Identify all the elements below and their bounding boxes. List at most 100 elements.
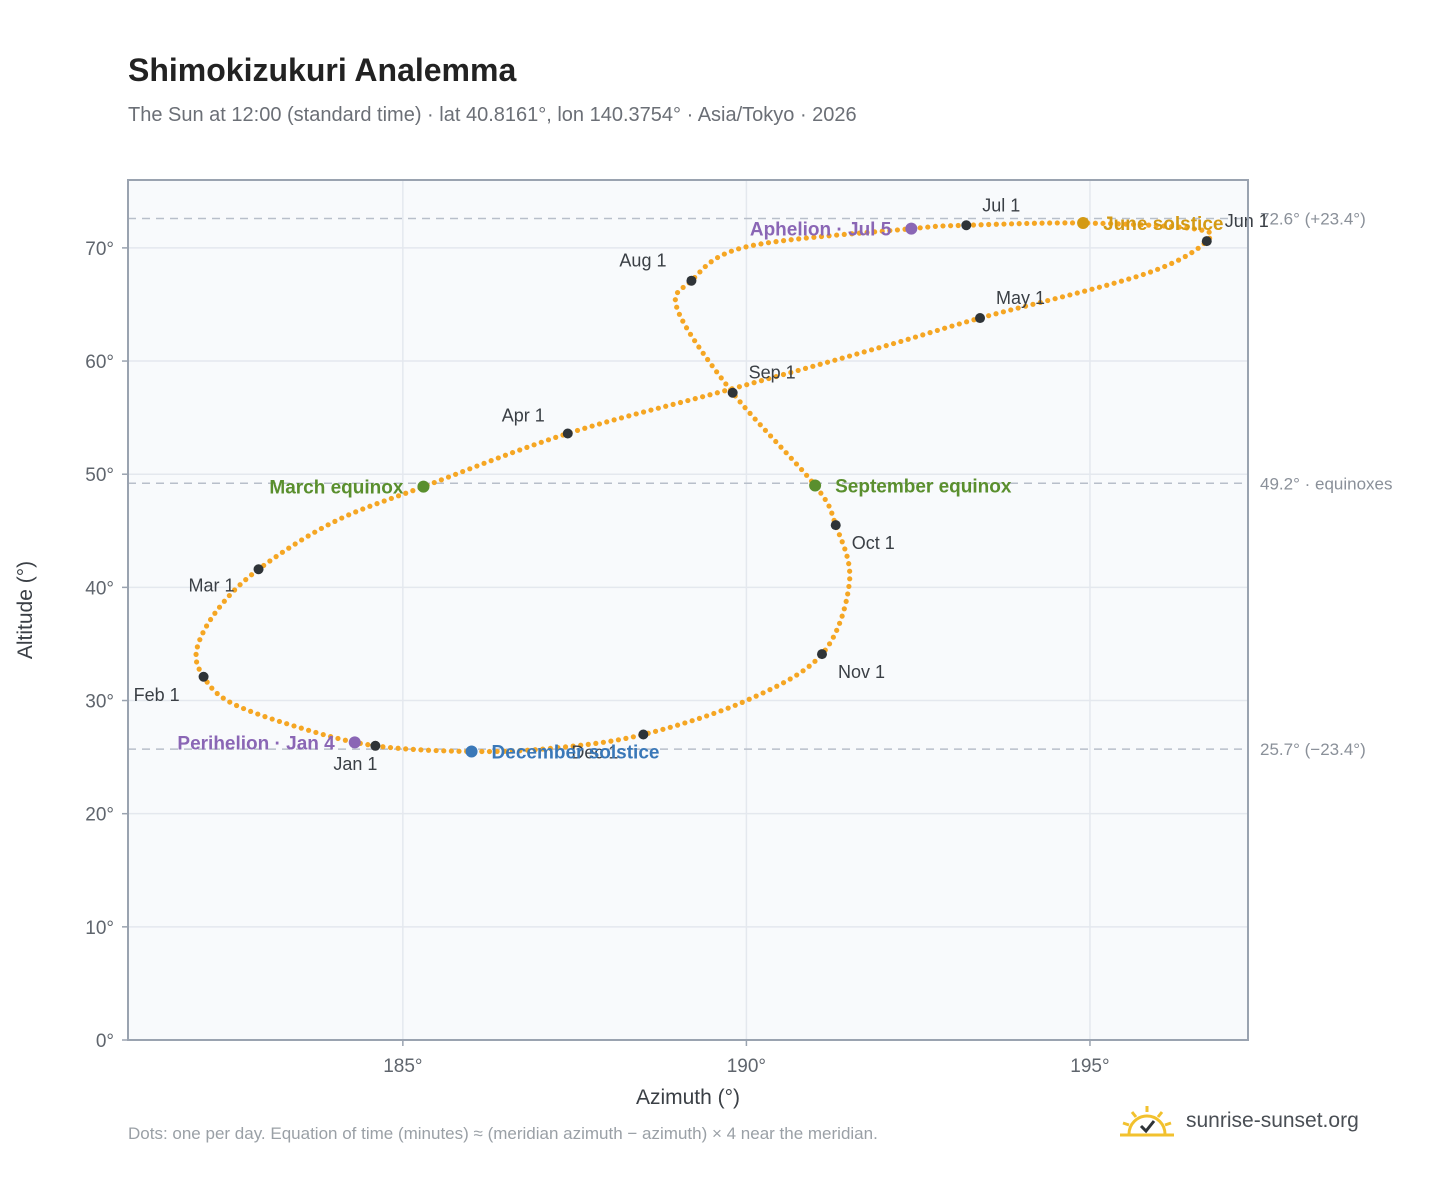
daily-sun-dot xyxy=(502,452,509,458)
daily-sun-dot xyxy=(830,634,836,640)
daily-sun-dot xyxy=(425,747,432,753)
event-label: December solstice xyxy=(492,742,660,763)
brand-logo[interactable]: sunrise-sunset.org xyxy=(1120,1104,1359,1138)
daily-sun-dot xyxy=(843,598,849,605)
daily-sun-dot xyxy=(674,289,681,296)
daily-sun-dot xyxy=(1000,309,1006,315)
plot-frame xyxy=(127,179,1249,1041)
daily-sun-dot xyxy=(1089,286,1095,292)
y-tick-label: 70° xyxy=(85,239,114,260)
daily-sun-dot xyxy=(700,394,706,400)
daily-sun-dot xyxy=(836,620,843,626)
daily-sun-dot xyxy=(403,746,409,752)
daily-sun-dot xyxy=(864,229,870,236)
month-label: Jan 1 xyxy=(333,754,377,774)
daily-sun-dot xyxy=(214,690,220,697)
month-label: Feb 1 xyxy=(134,685,180,705)
daily-sun-dot xyxy=(1037,299,1043,306)
daily-sun-dot xyxy=(197,637,203,643)
daily-sun-dot xyxy=(615,737,622,743)
y-tick-label: 0° xyxy=(96,1031,114,1052)
daily-sun-dot xyxy=(758,378,765,384)
daily-sun-dot xyxy=(934,327,940,334)
daily-sun-dot xyxy=(842,546,848,552)
daily-sun-dot xyxy=(1118,278,1125,284)
daily-sun-dot xyxy=(949,323,955,329)
daily-sun-dot xyxy=(488,458,494,464)
daily-sun-dot xyxy=(538,439,544,445)
daily-sun-dot xyxy=(574,427,581,434)
daily-sun-dot xyxy=(689,718,695,724)
daily-sun-dot xyxy=(932,223,938,230)
daily-sun-dot xyxy=(812,658,818,664)
daily-sun-dot xyxy=(836,532,843,538)
daily-sun-dot xyxy=(674,304,680,310)
daily-sun-dot xyxy=(248,572,255,578)
daily-sun-dot xyxy=(1074,290,1080,296)
daily-sun-dot xyxy=(1176,224,1182,230)
daily-sun-dot xyxy=(509,449,516,456)
month-label: Aug 1 xyxy=(619,251,666,271)
daily-sun-dot xyxy=(795,367,801,374)
daily-sun-dot xyxy=(752,416,758,422)
daily-sun-dot xyxy=(540,746,546,752)
daily-sun-dot xyxy=(887,227,893,234)
daily-sun-dot xyxy=(1092,220,1098,226)
daily-sun-dot xyxy=(940,223,946,229)
daily-sun-dot xyxy=(640,409,647,415)
daily-sun-dot xyxy=(811,234,817,240)
daily-sun-dot xyxy=(633,411,639,417)
daily-sun-dot xyxy=(1104,282,1110,288)
daily-sun-dot xyxy=(194,659,200,665)
daily-sun-dot xyxy=(970,222,977,228)
daily-sun-dot xyxy=(1130,221,1137,228)
daily-sun-dot xyxy=(578,742,584,748)
daily-sun-dot xyxy=(788,369,794,376)
daily-sun-dot xyxy=(395,745,401,751)
daily-sun-dot xyxy=(582,425,588,431)
month-marker xyxy=(370,740,381,751)
daily-sun-dot xyxy=(1054,220,1060,226)
daily-sun-dot xyxy=(1030,301,1036,307)
daily-sun-dot xyxy=(456,748,462,754)
daily-sun-dot xyxy=(774,683,780,689)
daily-sun-dot xyxy=(861,349,867,355)
daily-sun-dot xyxy=(194,644,200,650)
daily-sun-dot xyxy=(1015,305,1021,311)
daily-sun-dot xyxy=(760,690,766,696)
daily-sun-dot xyxy=(1100,220,1106,227)
daily-sun-dot xyxy=(227,699,233,705)
month-label: Sep 1 xyxy=(749,363,796,383)
month-label: Mar 1 xyxy=(189,575,235,595)
daily-sun-dot xyxy=(226,592,232,599)
daily-sun-dot xyxy=(993,221,999,227)
daily-sun-dot xyxy=(494,748,500,755)
daily-sun-dot xyxy=(335,735,341,742)
daily-sun-dot xyxy=(1199,227,1205,233)
event-marker xyxy=(417,480,430,493)
daily-sun-dot xyxy=(545,437,552,443)
month-label: Oct 1 xyxy=(852,533,895,553)
daily-sun-dot xyxy=(683,325,690,331)
daily-sun-dot xyxy=(233,702,240,709)
daily-sun-dot xyxy=(305,533,311,539)
daily-sun-dot xyxy=(680,318,686,324)
daily-sun-dot xyxy=(773,239,779,245)
daily-sun-dot xyxy=(630,734,636,740)
daily-sun-dot xyxy=(780,680,787,686)
daily-sun-dot xyxy=(232,587,238,593)
daily-sun-dot xyxy=(834,627,840,633)
daily-sun-dot xyxy=(1069,220,1076,226)
daily-sun-dot xyxy=(739,699,745,705)
daily-sun-dot xyxy=(787,676,793,682)
daily-sun-dot xyxy=(1052,296,1058,302)
daily-sun-dot xyxy=(704,713,710,719)
daily-sun-dot xyxy=(312,529,318,535)
daily-sun-dot xyxy=(585,741,591,747)
daily-sun-dot xyxy=(817,361,823,367)
event-marker xyxy=(465,745,478,758)
event-label: March equinox xyxy=(269,478,404,499)
daily-sun-dot xyxy=(728,248,734,254)
daily-sun-dot xyxy=(925,224,931,230)
daily-sun-dot xyxy=(709,363,715,369)
